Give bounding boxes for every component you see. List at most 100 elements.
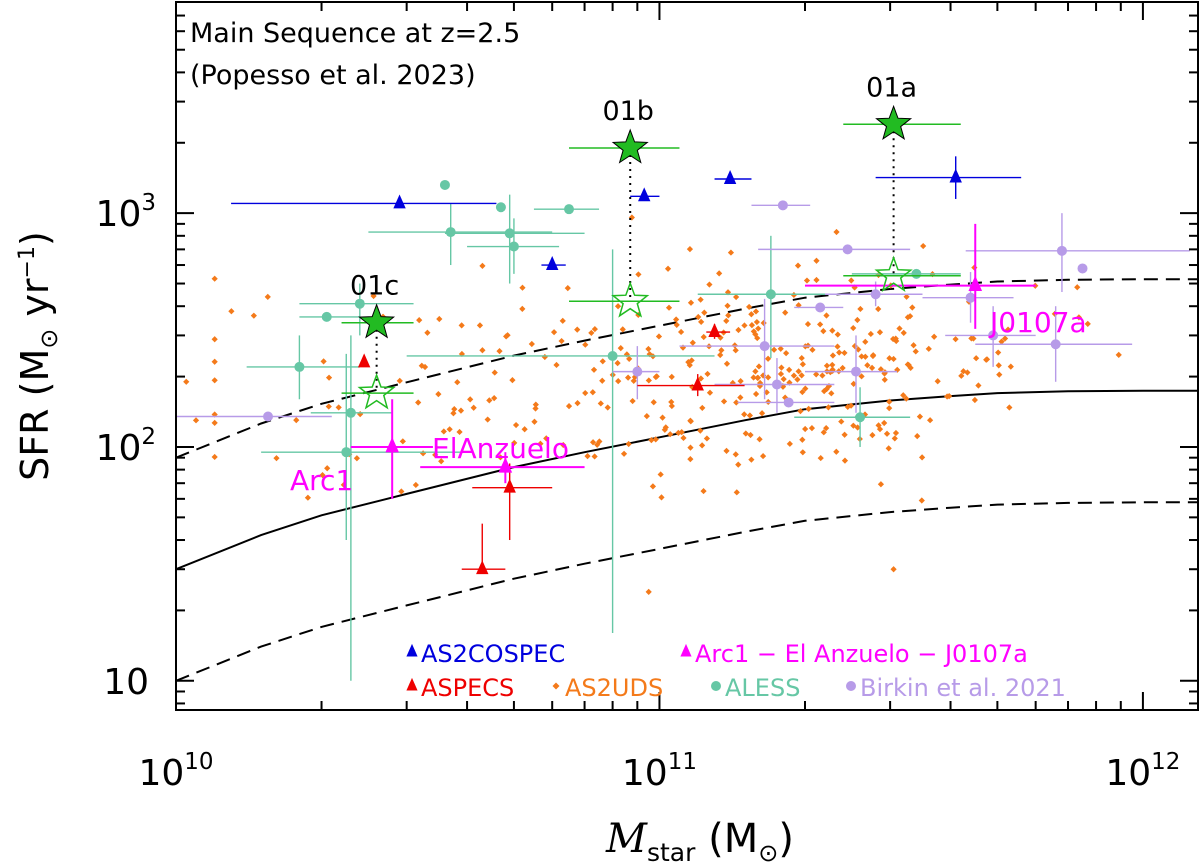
as2uds-point <box>264 293 271 300</box>
as2uds-point <box>750 328 757 335</box>
as2uds-point <box>821 388 828 395</box>
as2uds-point <box>828 390 835 397</box>
aless-point <box>341 447 352 458</box>
as2uds-point <box>677 328 685 336</box>
as2uds-point <box>695 313 702 321</box>
as2uds-point <box>912 348 919 355</box>
as2uds-point <box>795 368 802 375</box>
as2uds-point <box>998 338 1005 345</box>
as2uds-point <box>958 372 965 379</box>
as2uds-point <box>741 411 748 418</box>
as2uds-point <box>491 369 498 376</box>
as2uds-point <box>689 339 696 346</box>
as2uds-point <box>680 434 687 442</box>
as2uds-point <box>700 487 707 495</box>
as2uds-point <box>823 312 830 319</box>
as2uds-point <box>456 428 463 436</box>
annotation-line-1: Main Sequence at z=2.5 <box>190 18 520 49</box>
as2uds-point <box>697 296 704 303</box>
as2uds-point <box>565 403 573 410</box>
legend-marker-5 <box>846 681 856 691</box>
as2uds-point <box>798 354 805 362</box>
as2uds-point <box>703 435 711 442</box>
as2uds-point <box>799 388 806 396</box>
as2cospec-point <box>546 256 559 270</box>
as2uds-point <box>748 456 755 463</box>
aspecs-point <box>357 353 371 368</box>
as2uds-point <box>519 305 526 312</box>
as2uds-point <box>353 455 360 462</box>
as2uds-point <box>716 270 723 277</box>
as2uds-point <box>421 363 429 371</box>
lensed-point <box>498 457 513 473</box>
as2uds-point <box>817 454 824 462</box>
as2uds-point <box>645 345 652 353</box>
as2uds-point <box>794 262 802 269</box>
as2uds-point <box>918 497 925 504</box>
lensed-point <box>968 275 983 292</box>
as2uds-point <box>436 315 443 323</box>
legend-marker-0 <box>406 643 418 657</box>
birkin-point <box>1056 245 1067 256</box>
as2uds-point <box>752 308 760 315</box>
as2uds-point <box>732 347 739 354</box>
as2uds-point <box>733 293 740 301</box>
as2uds-point <box>699 404 706 412</box>
as2uds-point <box>335 404 342 411</box>
as2uds-point <box>450 410 457 417</box>
as2uds-point <box>599 377 606 384</box>
as2uds-point <box>862 353 869 360</box>
as2uds-point <box>723 317 730 325</box>
as2uds-point <box>747 431 754 439</box>
as2uds-point <box>780 375 787 383</box>
as2uds-point <box>907 364 914 371</box>
target-corrected-star-01a <box>874 255 913 293</box>
aless-point <box>508 241 519 252</box>
as2uds-point <box>858 353 865 360</box>
as2uds-point <box>746 303 753 311</box>
as2uds-point <box>667 431 674 438</box>
target-observed-star-01b <box>611 128 649 164</box>
as2uds-point <box>655 333 663 340</box>
as2uds-point <box>486 397 493 404</box>
legend-label-0: AS2COSPEC <box>421 640 565 668</box>
as2uds-point <box>952 336 959 343</box>
as2uds-point <box>624 374 632 381</box>
as2uds-point <box>748 321 756 329</box>
birkin-point <box>988 330 999 341</box>
aless-point <box>911 268 922 279</box>
as2uds-point <box>735 461 742 468</box>
as2uds-point <box>755 363 763 370</box>
as2uds-point <box>875 305 882 313</box>
as2uds-point <box>687 444 694 451</box>
as2uds-point <box>457 407 465 414</box>
as2uds-point <box>753 318 760 326</box>
as2uds-point <box>532 401 539 408</box>
as2uds-point <box>779 382 786 390</box>
as2uds-point <box>484 416 491 423</box>
as2uds-point <box>396 377 403 384</box>
as2uds-point <box>250 312 257 319</box>
y-tick-label: 10 <box>103 662 149 703</box>
as2uds-point <box>446 426 453 433</box>
as2uds-point <box>511 439 518 447</box>
as2uds-point <box>1007 363 1014 370</box>
as2uds-point <box>582 389 589 397</box>
as2uds-point <box>620 450 628 457</box>
as2uds-point <box>834 331 841 338</box>
as2uds-point <box>617 345 624 352</box>
as2uds-point <box>532 405 539 412</box>
legend-marker-1 <box>680 643 692 657</box>
as2uds-point <box>399 438 406 445</box>
birkin-point <box>815 302 826 313</box>
as2uds-point <box>531 418 538 425</box>
as2uds-point <box>862 338 869 345</box>
x-axis-title: Mstar (M⊙) <box>605 816 794 865</box>
as2uds-point <box>755 325 762 332</box>
as2uds-point <box>742 430 749 437</box>
as2uds-point <box>528 340 535 348</box>
as2uds-point <box>877 366 884 373</box>
as2uds-point <box>574 400 581 407</box>
as2uds-point <box>723 360 731 367</box>
as2uds-point <box>867 330 874 338</box>
